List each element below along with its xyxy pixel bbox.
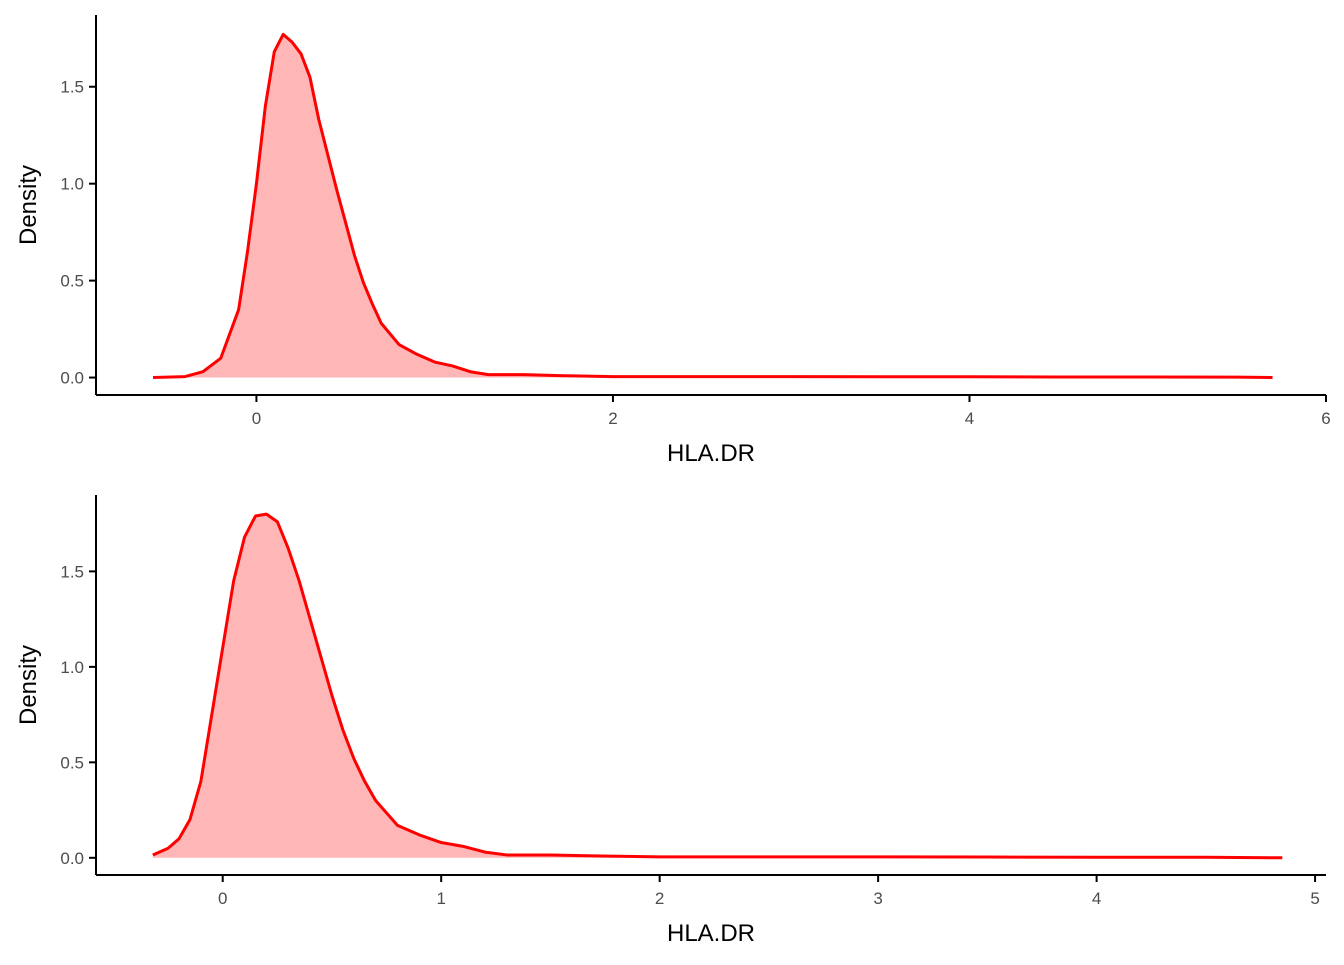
x-tick-label: 2 bbox=[608, 409, 617, 428]
x-tick-label: 4 bbox=[965, 409, 974, 428]
density-line bbox=[152, 32, 1273, 380]
density-line bbox=[152, 512, 1283, 860]
x-tick-label: 5 bbox=[1310, 889, 1319, 908]
x-axis-ticks: 0 1 2 3 4 5 bbox=[218, 875, 1320, 908]
density-area bbox=[153, 34, 1273, 378]
y-tick-label: 0.0 bbox=[60, 849, 84, 868]
y-axis-ticks: 0.0 0.5 1.0 1.5 bbox=[60, 78, 96, 388]
x-tick-label: 0 bbox=[252, 409, 261, 428]
x-axis-title: HLA.DR bbox=[667, 920, 755, 947]
y-axis-title: Density bbox=[15, 165, 42, 245]
x-axis-title: HLA.DR bbox=[667, 440, 755, 467]
x-tick-label: 4 bbox=[1092, 889, 1101, 908]
y-tick-label: 1.0 bbox=[60, 175, 84, 194]
x-axis-ticks: 0 2 4 6 bbox=[252, 395, 1331, 428]
y-axis-title: Density bbox=[15, 645, 42, 725]
y-tick-label: 1.5 bbox=[60, 78, 84, 97]
y-tick-label: 0.5 bbox=[60, 272, 84, 291]
density-panel-top: 0 2 4 6 0.0 0.5 1.0 1.5 HLA.DR Density bbox=[15, 15, 1331, 467]
y-tick-label: 0.5 bbox=[60, 753, 84, 772]
y-tick-label: 0.0 bbox=[60, 369, 84, 388]
x-tick-label: 1 bbox=[436, 889, 445, 908]
density-area bbox=[152, 514, 1283, 858]
x-tick-label: 0 bbox=[218, 889, 227, 908]
y-tick-label: 1.5 bbox=[60, 562, 84, 581]
y-tick-label: 1.0 bbox=[60, 658, 84, 677]
x-tick-label: 3 bbox=[873, 889, 882, 908]
y-axis-ticks: 0.0 0.5 1.0 1.5 bbox=[60, 562, 96, 868]
density-panel-bottom: 0 1 2 3 4 5 0.0 0.5 1.0 1.5 HLA.DR Density bbox=[15, 495, 1326, 947]
x-tick-label: 2 bbox=[655, 889, 664, 908]
x-tick-label: 6 bbox=[1321, 409, 1330, 428]
